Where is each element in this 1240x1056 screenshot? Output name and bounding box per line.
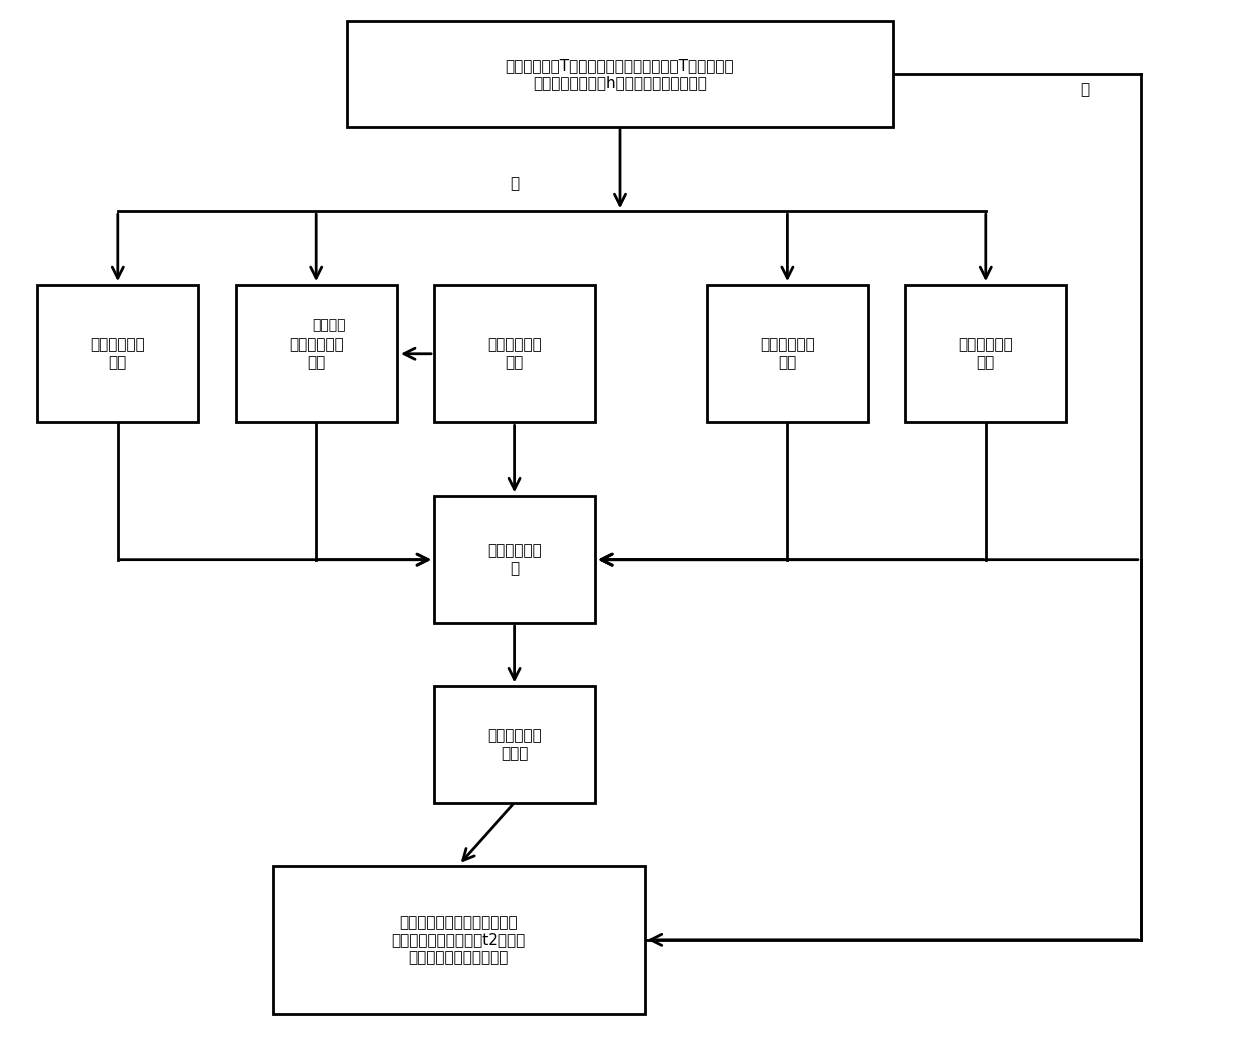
FancyBboxPatch shape — [905, 285, 1066, 422]
Text: 空调器按照原工作模式继续运
行，每隔第二预设时间t2后再进
行一次预设除霜工况判断: 空调器按照原工作模式继续运 行，每隔第二预设时间t2后再进 行一次预设除霜工况判… — [392, 914, 526, 965]
FancyBboxPatch shape — [434, 496, 595, 623]
Text: 否: 否 — [1080, 82, 1090, 97]
Text: 室外环境温度T外环、室外换热器盘管温度T外盘及室外
环境空气相对湿度h是否满足预设除霜工况: 室外环境温度T外环、室外换热器盘管温度T外盘及室外 环境空气相对湿度h是否满足预… — [506, 58, 734, 90]
Text: 超声波断续除
霜: 超声波断续除 霜 — [487, 544, 542, 576]
Text: 退出超声波除
霜模式: 退出超声波除 霜模式 — [487, 729, 542, 760]
Text: 第四预设除霜
工况: 第四预设除霜 工况 — [760, 338, 815, 370]
FancyBboxPatch shape — [434, 686, 595, 803]
FancyBboxPatch shape — [347, 21, 893, 127]
FancyBboxPatch shape — [37, 285, 198, 422]
Text: 第三预设除霜
工况: 第三预设除霜 工况 — [487, 338, 542, 370]
Text: 持续除霜: 持续除霜 — [311, 319, 346, 333]
Text: 是: 是 — [510, 176, 520, 191]
FancyBboxPatch shape — [236, 285, 397, 422]
FancyBboxPatch shape — [434, 285, 595, 422]
FancyBboxPatch shape — [707, 285, 868, 422]
Text: 第一预设除霜
工况: 第一预设除霜 工况 — [91, 338, 145, 370]
Text: 第二预设除霜
工况: 第二预设除霜 工况 — [289, 338, 343, 370]
FancyBboxPatch shape — [273, 866, 645, 1014]
Text: 第五预设除霜
工况: 第五预设除霜 工况 — [959, 338, 1013, 370]
